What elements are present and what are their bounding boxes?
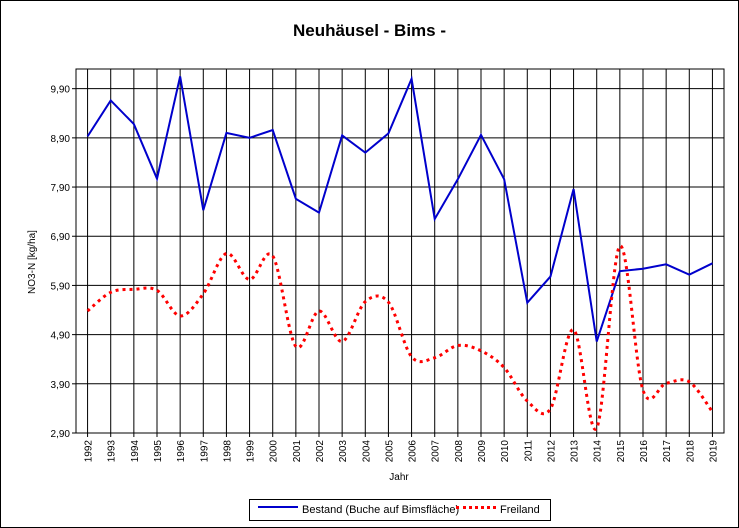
y-tick-label: 4,90 [51,331,71,342]
x-tick-label: 2016 [639,440,650,463]
y-tick-label: 9,90 [51,85,71,96]
series-line-bestand [86,75,713,342]
chart-title: Neuhäusel - Bims - [292,21,447,40]
x-tick-label: 2013 [570,440,581,463]
x-tick-label: 1993 [107,440,118,463]
x-tick-label: 1995 [153,440,164,463]
legend-swatch-freiland [456,506,496,509]
legend-label-freiland: Freiland [500,504,540,516]
x-tick-label: 2002 [315,440,326,463]
y-tick-label: 8,90 [51,134,71,145]
y-tick-label: 6,90 [51,232,71,243]
x-tick-label: 2018 [685,440,696,463]
y-tick-label: 7,90 [51,183,71,194]
x-tick-label: 2001 [292,440,303,463]
x-tick-label: 1996 [176,440,187,463]
x-tick-labels: 1992 1993 1994 1995 1996 1997 1998 1999 2000 2001… [84,440,720,463]
x-tick-label: 2019 [708,440,719,463]
series-lines [86,75,714,431]
x-tick-label: 2006 [408,440,419,463]
legend-label-bestand: Bestand (Buche auf Bimsfläche) [302,504,460,516]
x-tick-label: 2003 [338,440,349,463]
grid-lines [72,68,725,437]
x-tick-label: 2000 [269,440,280,463]
x-tick-label: 2011 [523,440,534,462]
x-tick-label: 1992 [84,440,95,463]
plot-border [75,68,725,434]
x-axis-label: Jahr [389,472,409,483]
x-tick-label: 2005 [384,440,395,463]
y-tick-label: 5,90 [51,281,71,292]
legend: Bestand (Buche auf Bimsfläche) Freiland [249,499,551,521]
y-axis-label: NO3-N [kg/ha] [27,230,38,294]
x-tick-label: 2009 [477,440,488,463]
x-tick-label: 1994 [130,440,141,463]
x-tick-label: 2004 [361,440,372,463]
series-line-freiland [86,244,714,431]
x-tick-label: 1999 [246,440,257,463]
x-tick-label: 2007 [431,440,442,463]
y-tick-labels: 2,90 3,90 4,90 5,90 6,90 7,90 8,90 9,90 [51,85,71,440]
y-tick-label: 2,90 [51,429,71,440]
x-tick-label: 1998 [222,440,233,463]
x-tick-label: 2010 [500,440,511,463]
x-tick-label: 2008 [454,440,465,463]
x-tick-label: 2012 [546,440,557,463]
x-tick-label: 1997 [199,440,210,463]
x-tick-label: 2014 [593,440,604,463]
legend-swatch-bestand [258,506,298,508]
x-tick-label: 2015 [616,440,627,463]
x-tick-label: 2017 [662,440,673,463]
y-tick-label: 3,90 [51,380,71,391]
